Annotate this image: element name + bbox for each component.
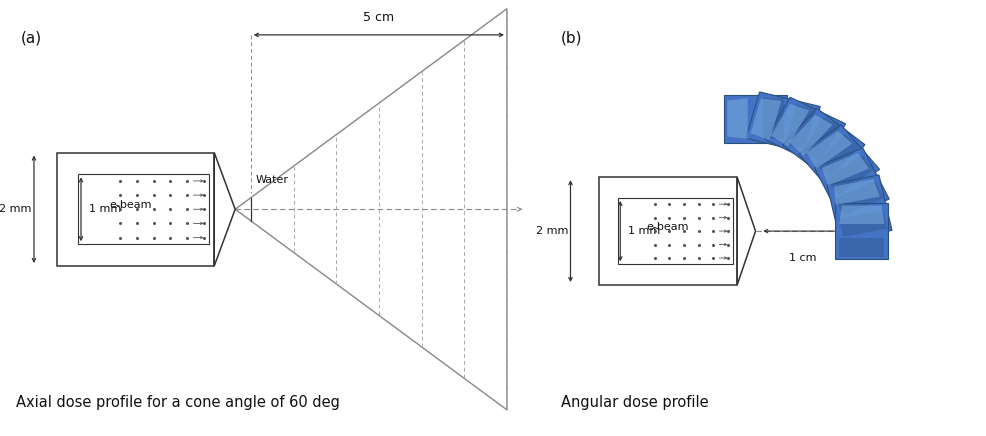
Polygon shape xyxy=(771,104,810,146)
Polygon shape xyxy=(750,99,781,140)
Bar xyxy=(57,153,214,266)
Polygon shape xyxy=(785,105,816,149)
Text: 1 mm: 1 mm xyxy=(627,226,660,236)
Polygon shape xyxy=(214,153,235,266)
Polygon shape xyxy=(839,206,884,224)
Text: 2 mm: 2 mm xyxy=(535,226,568,236)
Bar xyxy=(599,177,738,285)
Polygon shape xyxy=(827,175,892,240)
Bar xyxy=(618,198,733,264)
Polygon shape xyxy=(822,153,869,186)
Polygon shape xyxy=(783,108,865,181)
Polygon shape xyxy=(790,115,832,156)
Polygon shape xyxy=(728,98,747,139)
Polygon shape xyxy=(802,117,841,162)
Text: 1 cm: 1 cm xyxy=(789,253,816,263)
Polygon shape xyxy=(839,211,887,237)
Bar xyxy=(79,174,209,244)
Text: e-beam: e-beam xyxy=(109,200,152,210)
Text: Angular dose profile: Angular dose profile xyxy=(561,395,709,410)
Text: 2 mm: 2 mm xyxy=(0,204,32,214)
Text: Water: Water xyxy=(256,175,289,184)
Text: (b): (b) xyxy=(561,31,583,45)
Text: Water: Water xyxy=(840,177,874,187)
Polygon shape xyxy=(839,238,884,256)
Polygon shape xyxy=(799,125,880,199)
Polygon shape xyxy=(815,134,860,177)
Polygon shape xyxy=(835,181,884,215)
Polygon shape xyxy=(745,92,820,153)
Polygon shape xyxy=(724,95,787,143)
Text: e-beam: e-beam xyxy=(647,222,689,232)
Text: (a): (a) xyxy=(21,31,42,45)
Text: 1 mm: 1 mm xyxy=(89,204,121,214)
Polygon shape xyxy=(765,97,846,166)
Text: Axial dose profile for a cone angle of 60 deg: Axial dose profile for a cone angle of 6… xyxy=(16,395,339,410)
Polygon shape xyxy=(826,155,875,194)
Polygon shape xyxy=(835,203,888,259)
Polygon shape xyxy=(814,148,889,219)
Polygon shape xyxy=(807,131,852,169)
Polygon shape xyxy=(738,177,755,285)
Text: 5 cm: 5 cm xyxy=(363,11,394,24)
Polygon shape xyxy=(763,98,784,139)
Polygon shape xyxy=(834,179,880,205)
